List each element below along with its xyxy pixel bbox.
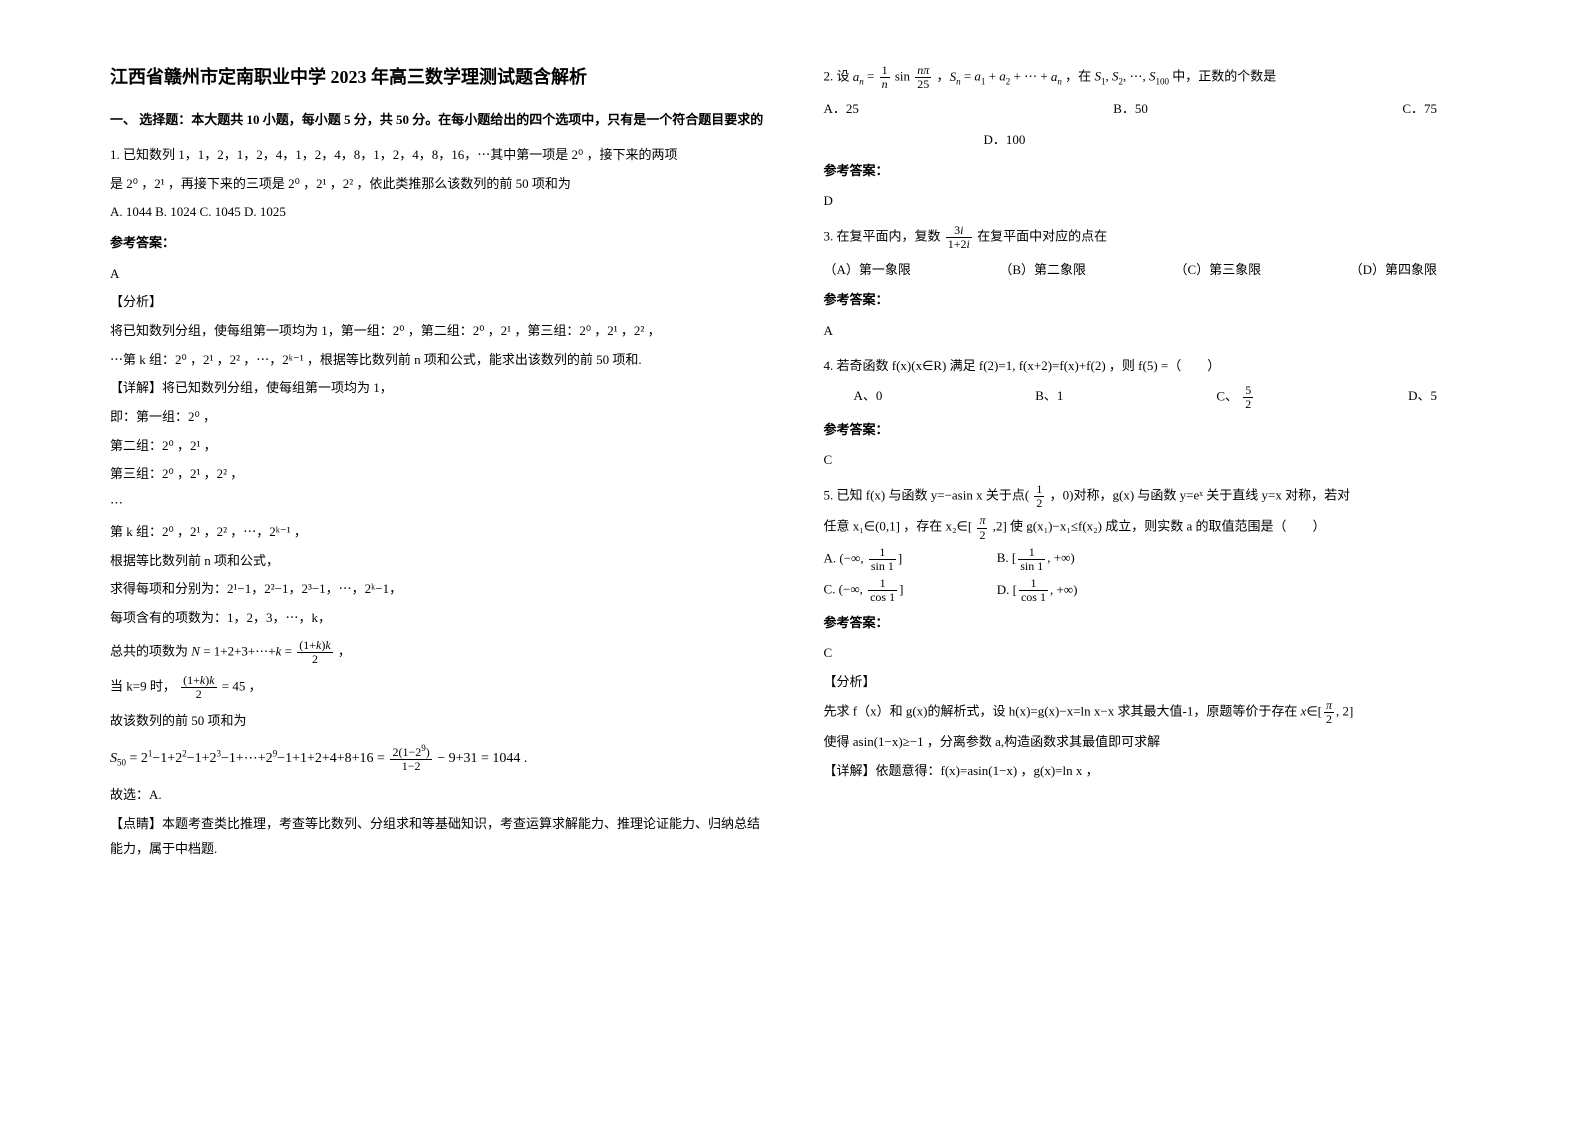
analysis-label: 【分析】: [110, 290, 764, 315]
q5-opts-row1: A. (−∞, 1sin 1] B. [1sin 1, +∞): [824, 546, 1478, 573]
q5-opt-c: C. (−∞, 1cos 1]: [824, 577, 994, 604]
q4-opt-a: A、0: [854, 384, 883, 411]
q5-l1-pre: 5. 已知 f(x) 与函数 y=−asin x 关于点(: [824, 488, 1030, 503]
q5-l1-post: ，0)对称，g(x) 与函数 y=eˣ 关于直线 y=x 对称，若对: [1050, 488, 1350, 503]
q3-opt-c: （C）第三象限: [1174, 258, 1261, 283]
right-column: 2. 设 an = 1n sin nπ25 ，Sn = a1 + a2 + ⋯ …: [794, 60, 1498, 1082]
q3-opt-a: （A）第一象限: [824, 258, 911, 283]
q5-opt-a: A. (−∞, 1sin 1]: [824, 546, 994, 573]
q5-answer: C: [824, 641, 1478, 666]
q1-analysis-10: 求得每项和分别为：2¹−1，2²−1，2³−1，⋯，2ᵏ−1，: [110, 577, 764, 602]
left-column: 江西省赣州市定南职业中学 2023 年高三数学理测试题含解析 一、 选择题：本大…: [90, 60, 794, 1082]
q1-analysis-11: 每项含有的项数为：1，2，3，⋯，k，: [110, 606, 764, 631]
q1-analysis-9: 根据等比数列前 n 项和公式，: [110, 549, 764, 574]
formula-prefix-2: 当 k=9 时，: [110, 679, 176, 694]
q2-opt-a: A．25: [824, 97, 859, 122]
q2-text: 2. 设 an = 1n sin nπ25 ，Sn = a1 + a2 + ⋯ …: [824, 64, 1478, 91]
q3-options: （A）第一象限 （B）第二象限 （C）第三象限 （D）第四象限: [824, 258, 1478, 283]
q5-l2-post: ,2] 使 g(x₁)−x₁≤f(x₂) 成立，则实数 a 的取值范围是（ ）: [993, 519, 1326, 534]
q1-answer: A: [110, 262, 764, 287]
q3-answer: A: [824, 319, 1478, 344]
answer-label-4: 参考答案：: [824, 418, 1478, 443]
q5-analysis-3: 【详解】依题意得：f(x)=asin(1−x) ，g(x)=ln x ，: [824, 759, 1478, 784]
q1-analysis-6: 第三组：2⁰ ，2¹ ，2² ，: [110, 462, 764, 487]
q1-sum-formula: S50 = 21−1+22−1+23−1+⋯+29−1+1+2+4+8+16 =…: [110, 744, 764, 773]
q4-text: 4. 若奇函数 f(x)(x∈R) 满足 f(2)=1, f(x+2)=f(x)…: [824, 354, 1478, 379]
q5-line2: 任意 x₁∈(0,1] ，存在 x₂∈[ π2 ,2] 使 g(x₁)−x₁≤f…: [824, 514, 1478, 541]
q1-text-1: 1. 已知数列 1，1，2，1，2，4，1，2，4，8，1，2，4，8，16，⋯…: [110, 143, 764, 168]
q3-text: 3. 在复平面内，复数 3i1+2i 在复平面中对应的点在: [824, 224, 1478, 251]
q5-opts-row2: C. (−∞, 1cos 1] D. [1cos 1, +∞): [824, 577, 1478, 604]
q4-opt-c: C、 52: [1216, 384, 1255, 411]
document-title: 江西省赣州市定南职业中学 2023 年高三数学理测试题含解析: [110, 60, 764, 94]
q1-analysis-2: ⋯第 k 组：2⁰ ，2¹ ，2² ，⋯，2ᵏ⁻¹ ，根据等比数列前 n 项和公…: [110, 348, 764, 373]
q1-analysis-8: 第 k 组：2⁰ ，2¹ ，2² ，⋯，2ᵏ⁻¹ ，: [110, 520, 764, 545]
q2-opt-b: B．50: [1113, 97, 1148, 122]
q2-answer: D: [824, 189, 1478, 214]
q1-analysis-16: 【点睛】本题考查类比推理，考查等比数列、分组求和等基础知识，考查运算求解能力、推…: [110, 812, 764, 861]
q5-opt-b: B. [1sin 1, +∞): [997, 550, 1075, 565]
q2-opt-c: C．75: [1402, 97, 1437, 122]
q5-line1: 5. 已知 f(x) 与函数 y=−asin x 关于点( 12 ，0)对称，g…: [824, 483, 1478, 510]
q3-opt-d: （D）第四象限: [1350, 258, 1437, 283]
answer-label-3: 参考答案：: [824, 288, 1478, 313]
q2-opt-d: D．100: [824, 128, 1478, 153]
q1-analysis-4: 即：第一组：2⁰ ，: [110, 405, 764, 430]
q1-analysis-7: ⋯: [110, 491, 764, 516]
q5-a1-pre: 先求 f（x）和 g(x)的解析式，设 h(x)=g(x)−x=ln x−x 求…: [824, 703, 1301, 718]
q2-options: A．25 B．50 C．75: [824, 97, 1478, 122]
q1-options: A. 1044 B. 1024 C. 1045 D. 1025: [110, 200, 764, 225]
answer-label-5: 参考答案：: [824, 611, 1478, 636]
q1-text-2: 是 2⁰ ，2¹ ，再接下来的三项是 2⁰ ，2¹ ，2² ，依此类推那么该数列…: [110, 172, 764, 197]
q4-opt-b: B、1: [1035, 384, 1063, 411]
q2-prefix: 2. 设: [824, 69, 853, 84]
analysis-label-5: 【分析】: [824, 670, 1478, 695]
q1-analysis-5: 第二组：2⁰ ，2¹ ，: [110, 434, 764, 459]
formula-prefix: 总共的项数为: [110, 643, 191, 658]
q1-analysis-1: 将已知数列分组，使每组第一项均为 1，第一组：2⁰ ，第二组：2⁰ ，2¹ ，第…: [110, 319, 764, 344]
q4-options: A、0 B、1 C、 52 D、5: [824, 384, 1478, 411]
answer-label: 参考答案：: [110, 231, 764, 256]
answer-label-2: 参考答案：: [824, 159, 1478, 184]
q5-opt-d: D. [1cos 1, +∞): [997, 582, 1078, 597]
q3-suffix: 在复平面中对应的点在: [977, 229, 1107, 244]
q4-answer: C: [824, 448, 1478, 473]
q3-opt-b: （B）第二象限: [999, 258, 1086, 283]
q5-analysis-2: 使得 asin(1−x)≥−1 ，分离参数 a,构造函数求其最值即可求解: [824, 730, 1478, 755]
q1-formula-k9: 当 k=9 时， (1+k)k2 = 45 ，: [110, 674, 764, 701]
q1-formula-total: 总共的项数为 N = 1+2+3+⋯+k = (1+k)k2 ，: [110, 639, 764, 666]
q4-c-prefix: C、: [1216, 389, 1238, 404]
q1-analysis-15: 故选：A.: [110, 783, 764, 808]
q4-opt-d: D、5: [1408, 384, 1437, 411]
q5-l2-pre: 任意 x₁∈(0,1] ，存在 x₂∈[: [824, 519, 973, 534]
q5-analysis-1: 先求 f（x）和 g(x)的解析式，设 h(x)=g(x)−x=ln x−x 求…: [824, 699, 1478, 726]
q3-prefix: 3. 在复平面内，复数: [824, 229, 944, 244]
q1-analysis-14: 故该数列的前 50 项和为: [110, 709, 764, 734]
section-heading: 一、 选择题：本大题共 10 小题，每小题 5 分，共 50 分。在每小题给出的…: [110, 108, 764, 133]
q1-analysis-3: 【详解】将已知数列分组，使每组第一项均为 1，: [110, 376, 764, 401]
